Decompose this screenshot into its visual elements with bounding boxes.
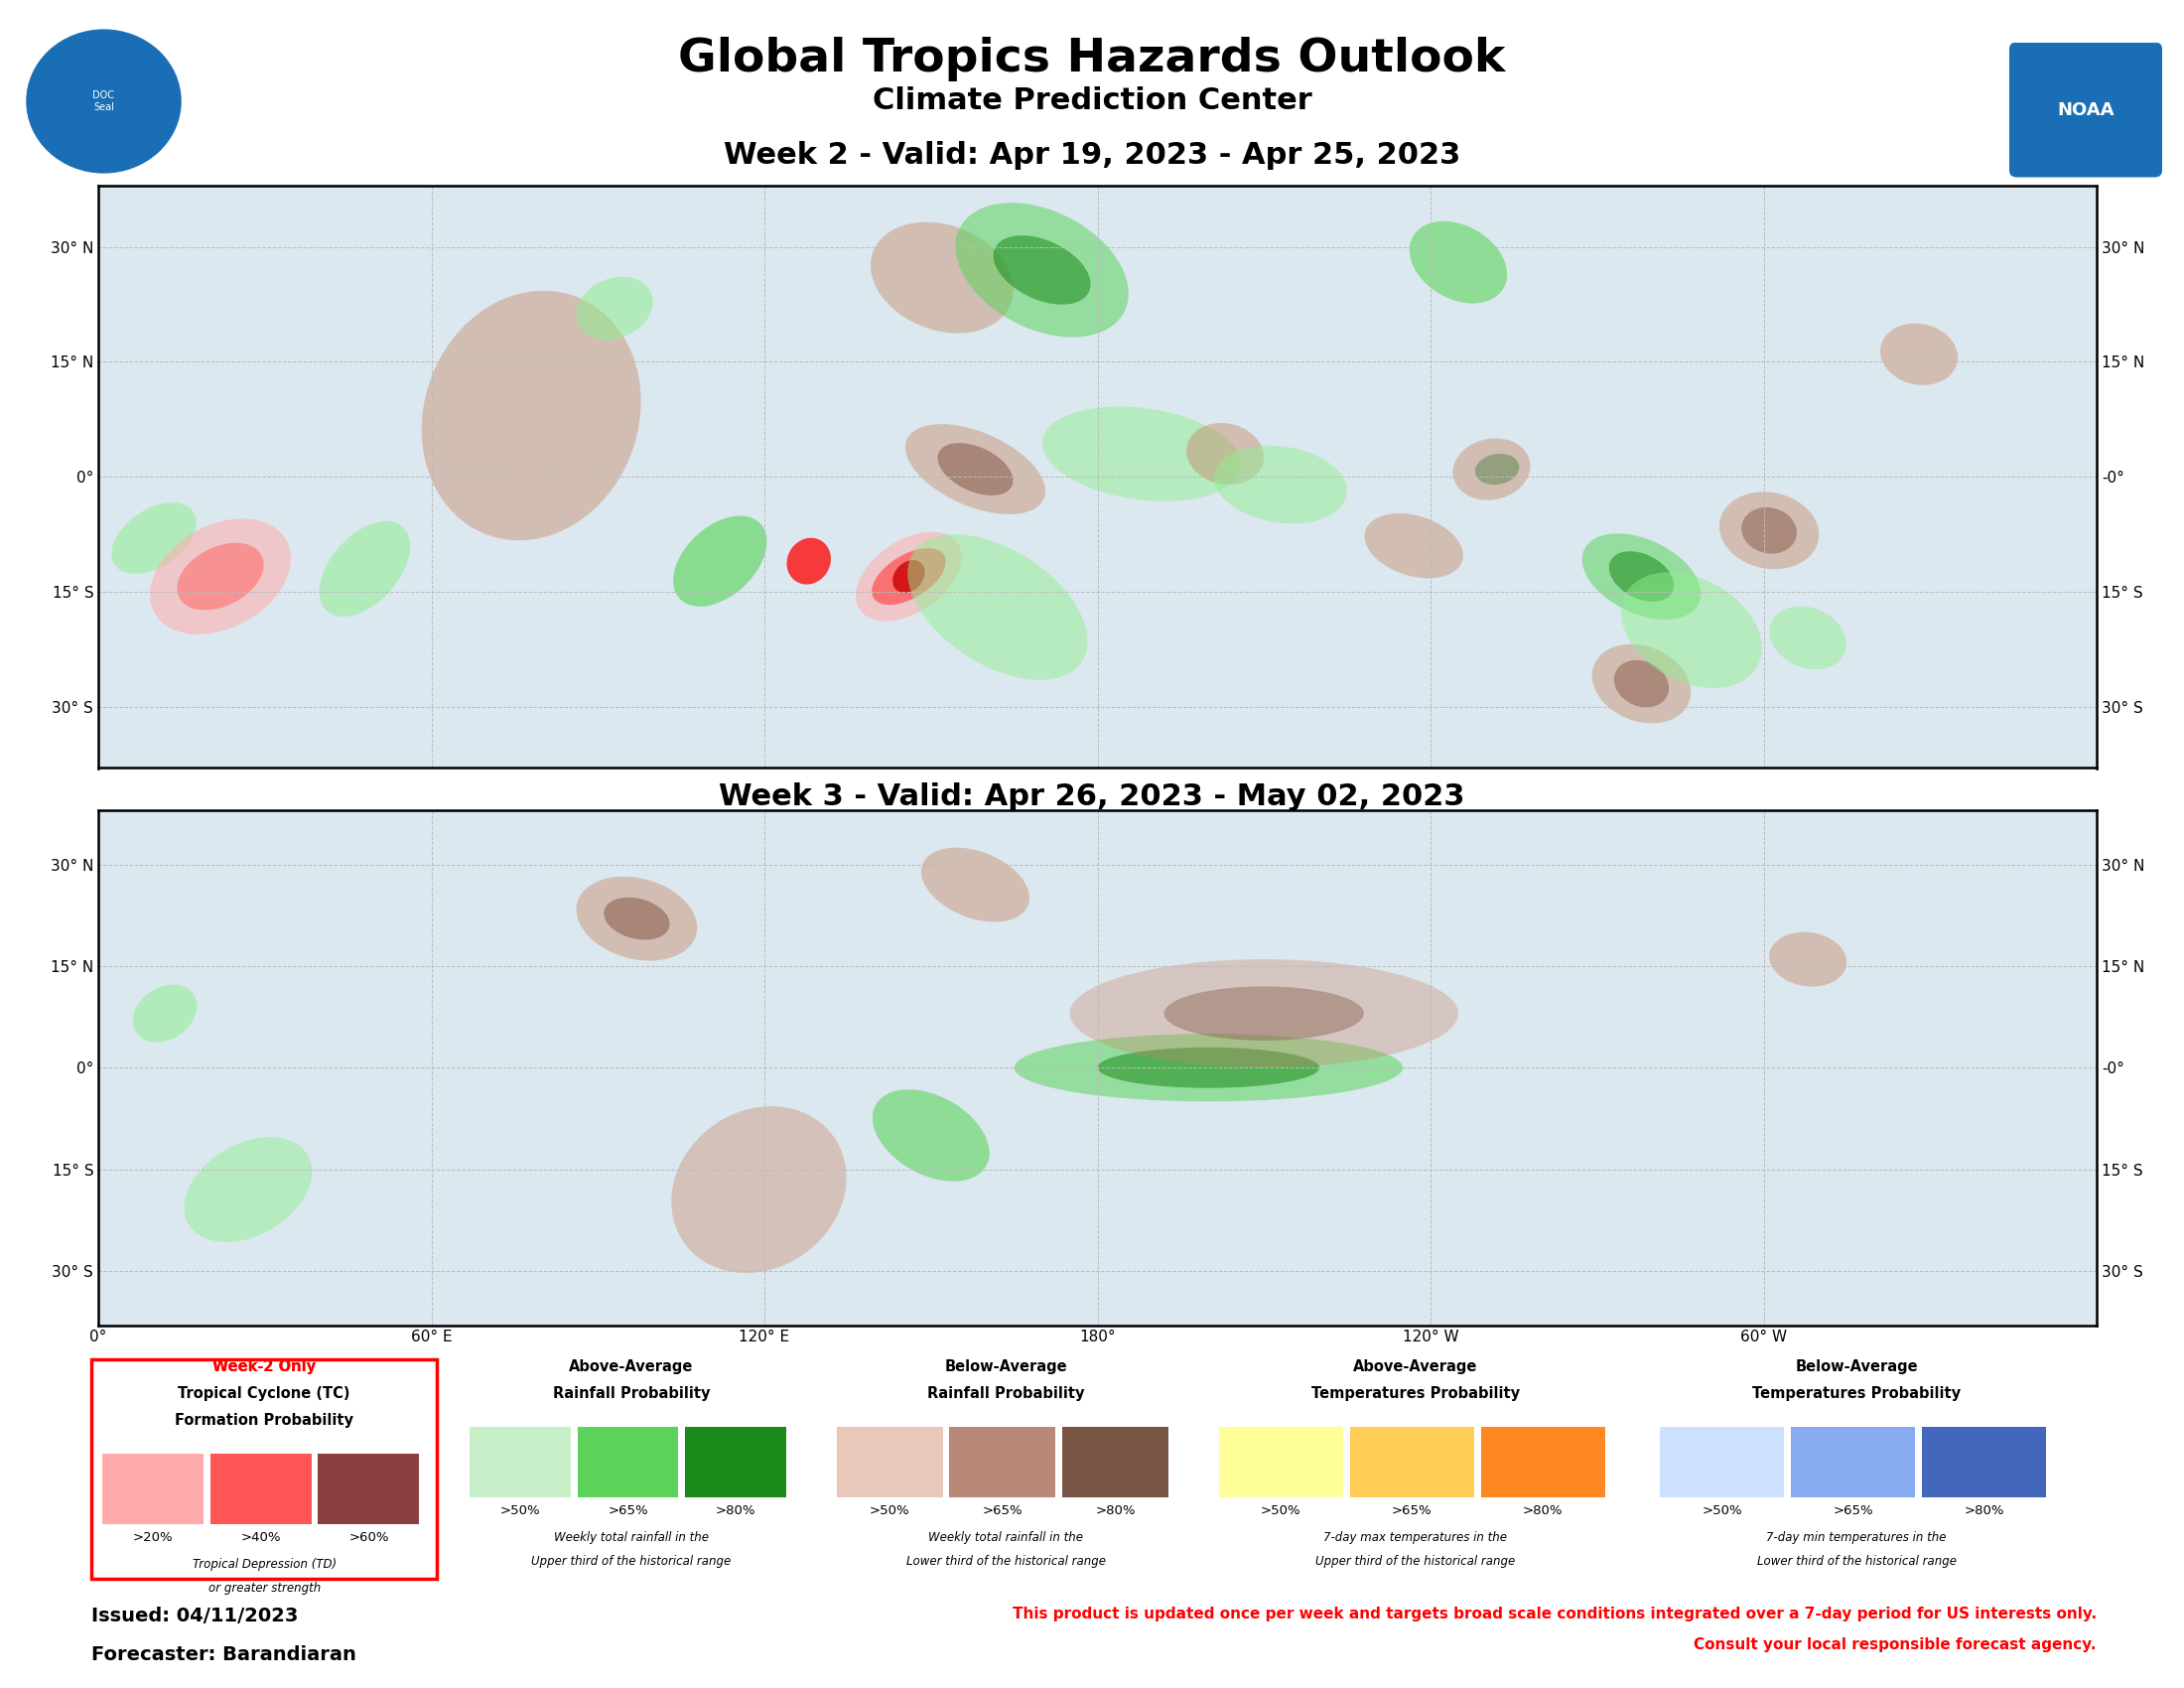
Ellipse shape bbox=[319, 522, 411, 616]
Ellipse shape bbox=[1452, 439, 1531, 500]
Text: >80%: >80% bbox=[1963, 1504, 2005, 1518]
Text: Lower third of the historical range: Lower third of the historical range bbox=[1756, 1555, 1957, 1568]
Text: >20%: >20% bbox=[133, 1531, 173, 1545]
Text: 7-day max temperatures in the: 7-day max temperatures in the bbox=[1324, 1531, 1507, 1545]
Ellipse shape bbox=[1741, 508, 1797, 554]
Ellipse shape bbox=[183, 1138, 312, 1242]
Text: 7-day min temperatures in the: 7-day min temperatures in the bbox=[1767, 1531, 1946, 1545]
Text: Lower third of the historical range: Lower third of the historical range bbox=[906, 1555, 1105, 1568]
Ellipse shape bbox=[422, 290, 640, 540]
Ellipse shape bbox=[151, 518, 290, 635]
Ellipse shape bbox=[954, 203, 1129, 338]
Text: >65%: >65% bbox=[983, 1504, 1022, 1518]
Text: Week 3 - Valid: Apr 26, 2023 - May 02, 2023: Week 3 - Valid: Apr 26, 2023 - May 02, 2… bbox=[719, 782, 1465, 812]
Ellipse shape bbox=[922, 847, 1029, 922]
Text: NOAA: NOAA bbox=[2057, 101, 2114, 118]
Ellipse shape bbox=[1070, 959, 1459, 1069]
Ellipse shape bbox=[1409, 221, 1507, 304]
Text: >65%: >65% bbox=[607, 1504, 649, 1518]
Ellipse shape bbox=[893, 560, 924, 592]
Text: DOC
Seal: DOC Seal bbox=[92, 91, 114, 111]
Circle shape bbox=[26, 30, 181, 172]
Ellipse shape bbox=[994, 235, 1090, 304]
Ellipse shape bbox=[1610, 552, 1673, 601]
Text: Issued: 04/11/2023: Issued: 04/11/2023 bbox=[92, 1607, 299, 1626]
Ellipse shape bbox=[1164, 986, 1363, 1040]
Text: Tropical Depression (TD): Tropical Depression (TD) bbox=[192, 1558, 336, 1572]
Text: Forecaster: Barandiaran: Forecaster: Barandiaran bbox=[92, 1646, 356, 1664]
Ellipse shape bbox=[1614, 660, 1669, 707]
Text: Weekly total rainfall in the: Weekly total rainfall in the bbox=[555, 1531, 708, 1545]
Ellipse shape bbox=[1042, 407, 1241, 501]
Text: Temperatures Probability: Temperatures Probability bbox=[1310, 1386, 1520, 1401]
Ellipse shape bbox=[1592, 645, 1690, 724]
Text: >50%: >50% bbox=[1701, 1504, 1743, 1518]
Text: >60%: >60% bbox=[349, 1531, 389, 1545]
FancyBboxPatch shape bbox=[2009, 42, 2162, 177]
Ellipse shape bbox=[786, 538, 830, 584]
Text: Rainfall Probability: Rainfall Probability bbox=[926, 1386, 1085, 1401]
Text: >65%: >65% bbox=[1832, 1504, 1874, 1518]
Text: >50%: >50% bbox=[1260, 1504, 1302, 1518]
Ellipse shape bbox=[1214, 446, 1348, 523]
Text: Global Tropics Hazards Outlook: Global Tropics Hazards Outlook bbox=[679, 37, 1505, 81]
Text: >80%: >80% bbox=[1094, 1504, 1136, 1518]
Ellipse shape bbox=[1013, 1033, 1402, 1102]
Text: Consult your local responsible forecast agency.: Consult your local responsible forecast … bbox=[1695, 1637, 2097, 1653]
Ellipse shape bbox=[909, 535, 1088, 680]
Text: >50%: >50% bbox=[869, 1504, 911, 1518]
Ellipse shape bbox=[1096, 1047, 1319, 1089]
Text: Upper third of the historical range: Upper third of the historical range bbox=[531, 1555, 732, 1568]
Text: Climate Prediction Center: Climate Prediction Center bbox=[871, 86, 1313, 116]
Text: >65%: >65% bbox=[1391, 1504, 1433, 1518]
Ellipse shape bbox=[1581, 533, 1701, 619]
Text: This product is updated once per week and targets broad scale conditions integra: This product is updated once per week an… bbox=[1013, 1607, 2097, 1622]
Text: >80%: >80% bbox=[1522, 1504, 1564, 1518]
Text: Formation Probability: Formation Probability bbox=[175, 1413, 354, 1428]
Ellipse shape bbox=[856, 532, 961, 621]
Text: Week 2 - Valid: Apr 19, 2023 - Apr 25, 2023: Week 2 - Valid: Apr 19, 2023 - Apr 25, 2… bbox=[723, 140, 1461, 170]
Ellipse shape bbox=[904, 424, 1046, 515]
Ellipse shape bbox=[111, 503, 197, 574]
Text: >50%: >50% bbox=[500, 1504, 539, 1518]
Ellipse shape bbox=[871, 1089, 989, 1182]
Ellipse shape bbox=[1186, 424, 1265, 484]
Ellipse shape bbox=[177, 544, 264, 609]
Ellipse shape bbox=[133, 984, 197, 1043]
Text: Tropical Cyclone (TC): Tropical Cyclone (TC) bbox=[179, 1386, 349, 1401]
Text: >40%: >40% bbox=[240, 1531, 282, 1545]
Ellipse shape bbox=[1621, 572, 1762, 689]
Ellipse shape bbox=[937, 442, 1013, 495]
Ellipse shape bbox=[670, 1106, 847, 1273]
Text: >80%: >80% bbox=[716, 1504, 756, 1518]
Text: Temperatures Probability: Temperatures Probability bbox=[1752, 1386, 1961, 1401]
Ellipse shape bbox=[603, 898, 670, 940]
Text: or greater strength: or greater strength bbox=[207, 1582, 321, 1595]
Ellipse shape bbox=[1769, 606, 1845, 670]
Text: Week-2 Only: Week-2 Only bbox=[212, 1359, 317, 1374]
Text: Above-Average: Above-Average bbox=[1354, 1359, 1476, 1374]
Ellipse shape bbox=[1769, 932, 1848, 986]
Ellipse shape bbox=[1719, 491, 1819, 569]
Ellipse shape bbox=[1880, 324, 1957, 385]
Ellipse shape bbox=[577, 277, 653, 339]
Text: Week-2 Only: Week-2 Only bbox=[212, 1359, 317, 1374]
Text: Below-Average: Below-Average bbox=[943, 1359, 1068, 1374]
Text: Above-Average: Above-Average bbox=[570, 1359, 692, 1374]
Ellipse shape bbox=[673, 517, 767, 606]
Ellipse shape bbox=[871, 549, 946, 604]
Ellipse shape bbox=[577, 876, 697, 960]
Text: Below-Average: Below-Average bbox=[1795, 1359, 1918, 1374]
Ellipse shape bbox=[871, 223, 1013, 333]
Text: Rainfall Probability: Rainfall Probability bbox=[553, 1386, 710, 1401]
Ellipse shape bbox=[1365, 513, 1463, 579]
Text: Upper third of the historical range: Upper third of the historical range bbox=[1315, 1555, 1516, 1568]
Ellipse shape bbox=[1474, 454, 1520, 484]
Text: Weekly total rainfall in the: Weekly total rainfall in the bbox=[928, 1531, 1083, 1545]
